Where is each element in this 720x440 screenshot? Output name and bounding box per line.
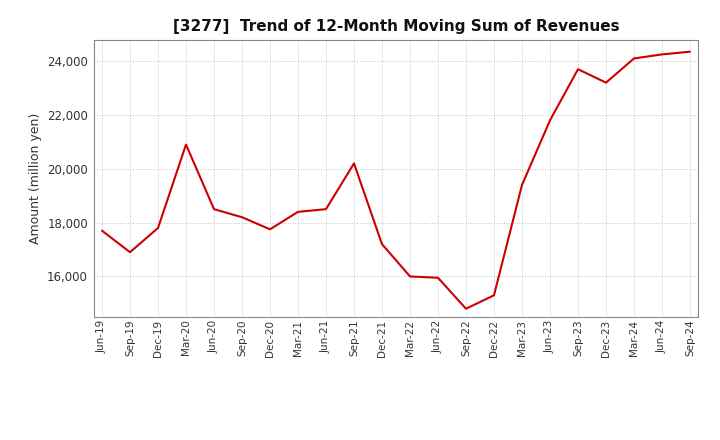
Y-axis label: Amount (million yen): Amount (million yen) xyxy=(29,113,42,244)
Title: [3277]  Trend of 12-Month Moving Sum of Revenues: [3277] Trend of 12-Month Moving Sum of R… xyxy=(173,19,619,34)
